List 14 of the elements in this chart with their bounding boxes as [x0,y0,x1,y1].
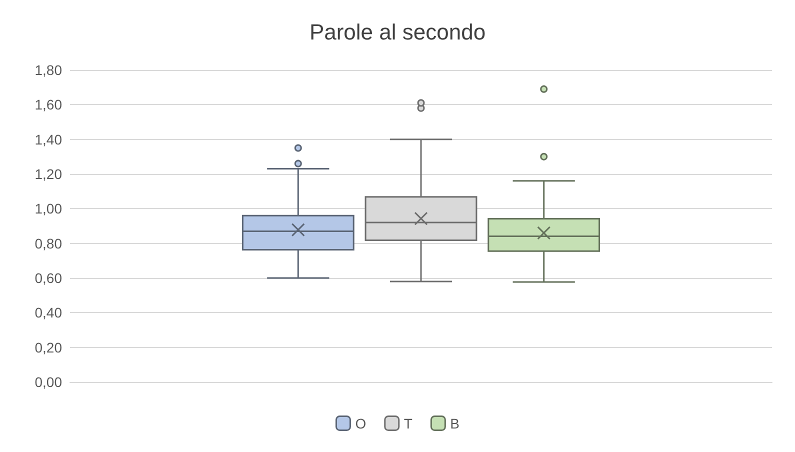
y-tick-label: 0,00 [34,374,62,390]
y-tick-label: 1,00 [34,200,62,217]
chart-title: Parole al secondo [309,20,486,44]
legend-label: T [404,415,413,432]
y-tick-label: 0,20 [34,339,62,356]
y-tick-label: 1,40 [34,131,62,148]
y-tick-label: 1,20 [34,166,62,182]
y-tick-label: 0,40 [34,304,62,321]
y-tick-label: 1,80 [34,62,62,78]
y-tick-label: 0,80 [34,235,62,252]
legend-label: O [355,415,366,432]
legend-label: B [450,415,460,432]
y-tick-label: 0,60 [34,270,62,286]
y-tick-label: 1,60 [34,96,62,113]
